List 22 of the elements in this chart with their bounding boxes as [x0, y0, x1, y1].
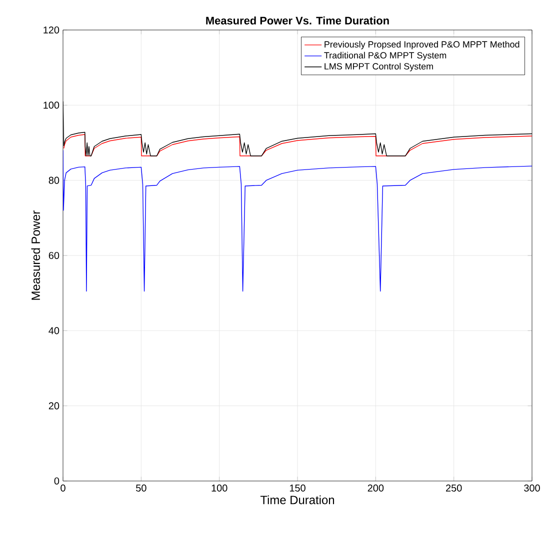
- x-tick-label: 50: [136, 484, 146, 492]
- y-tick-label: 60: [48, 252, 60, 260]
- legend-label: Traditional P&O MPPT System: [324, 52, 446, 60]
- x-axis-title: Time Duration: [260, 495, 334, 504]
- x-tick-label: 0: [60, 484, 66, 492]
- chart-title: Measured Power Vs. Time Duration: [206, 16, 389, 24]
- x-tick-label: 200: [368, 484, 384, 492]
- legend-label: Previously Propsed Inproved P&O MPPT Method: [324, 40, 520, 50]
- y-tick-label: 0: [54, 477, 60, 485]
- y-tick-label: 80: [48, 176, 60, 184]
- x-tick-label: 100: [212, 484, 228, 492]
- line-series: [63, 150, 532, 292]
- y-axis-title: Measured Power: [31, 210, 40, 300]
- x-tick-label: 150: [290, 484, 306, 492]
- legend-label: LMS MPPT Control System: [324, 62, 433, 72]
- y-tick-label: 120: [44, 26, 60, 34]
- x-tick-label: 300: [524, 484, 540, 492]
- line-series: [63, 134, 532, 156]
- y-tick-label: 20: [48, 402, 60, 410]
- y-tick-label: 40: [48, 327, 60, 334]
- y-tick-label: 100: [44, 102, 60, 109]
- x-tick-label: 250: [446, 484, 462, 492]
